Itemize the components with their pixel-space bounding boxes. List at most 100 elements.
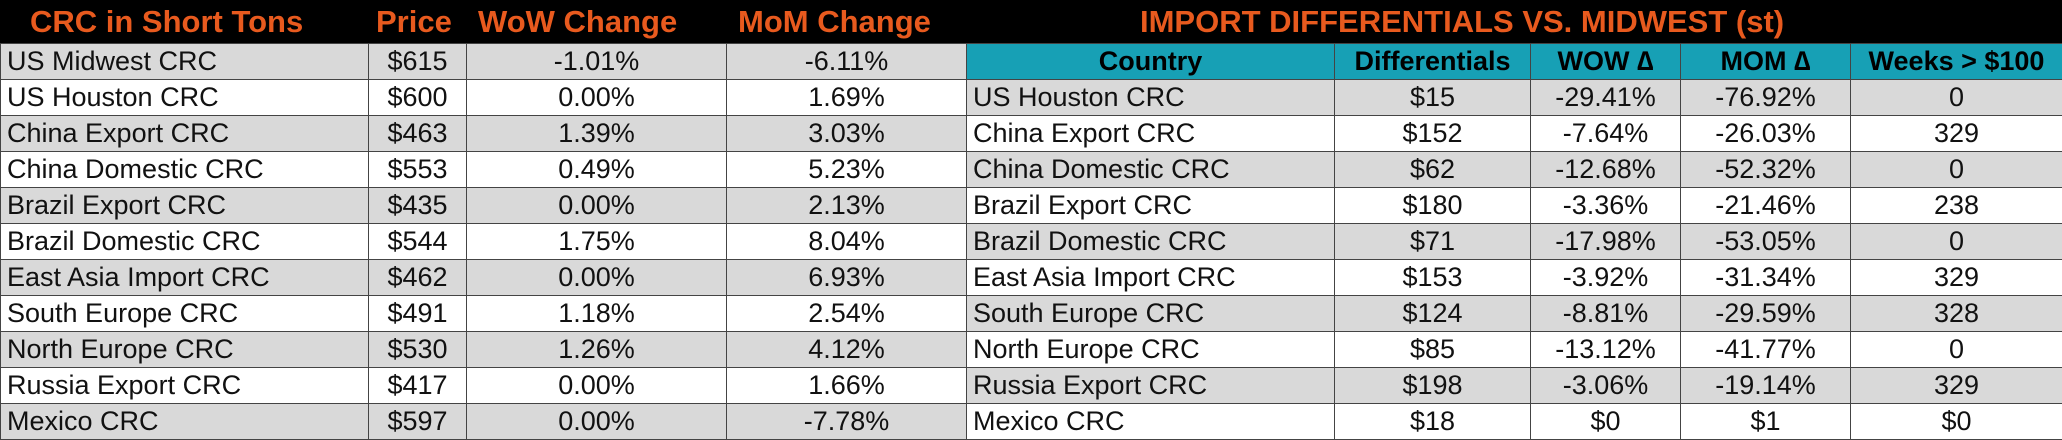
wow-delta-cell: -29.41% (1530, 79, 1681, 116)
country-column-header: Country (966, 43, 1335, 80)
wow-change-cell: 1.39% (466, 115, 727, 152)
differential-cell: $180 (1334, 187, 1531, 224)
product-name-cell: Brazil Export CRC (0, 187, 369, 224)
table-row: China Domestic CRC $553 0.49% 5.23% (0, 151, 967, 188)
product-name-cell: US Houston CRC (0, 79, 369, 116)
table-row: South Europe CRC $491 1.18% 2.54% (0, 295, 967, 332)
price-cell: $462 (368, 259, 467, 296)
mom-change-cell: 6.93% (726, 259, 967, 296)
table-row: North Europe CRC $85 -13.12% -41.77% 0 (966, 331, 2062, 368)
product-name-cell: South Europe CRC (0, 295, 369, 332)
table-row: China Domestic CRC $62 -12.68% -52.32% 0 (966, 151, 2062, 188)
differential-cell: $85 (1334, 331, 1531, 368)
mom-change-cell: 4.12% (726, 331, 967, 368)
mom-change-cell: 1.66% (726, 367, 967, 404)
wow-delta-cell: -17.98% (1530, 223, 1681, 260)
weeks-over-100-column-header: Weeks > $100 (1850, 43, 2062, 80)
product-name-cell: East Asia Import CRC (0, 259, 369, 296)
differential-cell: $124 (1334, 295, 1531, 332)
mom-change-cell: 1.69% (726, 79, 967, 116)
table-row: Brazil Export CRC $180 -3.36% -21.46% 238 (966, 187, 2062, 224)
mom-delta-column-header: MOM ∆ (1680, 43, 1851, 80)
left-table-title: CRC in Short Tons (30, 4, 304, 39)
mom-change-cell: 5.23% (726, 151, 967, 188)
table-row: North Europe CRC $530 1.26% 4.12% (0, 331, 967, 368)
differential-cell: $153 (1334, 259, 1531, 296)
price-cell: $530 (368, 331, 467, 368)
differentials-column-header: Differentials (1334, 43, 1531, 80)
price-cell: $435 (368, 187, 467, 224)
mom-delta-cell: -19.14% (1680, 367, 1851, 404)
country-cell: Mexico CRC (966, 403, 1335, 440)
country-cell: East Asia Import CRC (966, 259, 1335, 296)
country-cell: Russia Export CRC (966, 367, 1335, 404)
mom-change-cell: 2.13% (726, 187, 967, 224)
mom-change-cell: 8.04% (726, 223, 967, 260)
weeks-over-100-cell: 0 (1850, 79, 2062, 116)
wow-change-cell: 0.00% (466, 79, 727, 116)
table-row: China Export CRC $152 -7.64% -26.03% 329 (966, 115, 2062, 152)
wow-delta-cell: -3.06% (1530, 367, 1681, 404)
weeks-over-100-cell: 0 (1850, 223, 2062, 260)
wow-delta-cell: -8.81% (1530, 295, 1681, 332)
weeks-over-100-cell: 0 (1850, 151, 2062, 188)
differential-cell: $71 (1334, 223, 1531, 260)
weeks-over-100-cell: $0 (1850, 403, 2062, 440)
wow-change-cell: 0.00% (466, 367, 727, 404)
wow-delta-column-header: WOW ∆ (1530, 43, 1681, 80)
wow-change-cell: 0.49% (466, 151, 727, 188)
differential-cell: $15 (1334, 79, 1531, 116)
wow-delta-cell: -3.36% (1530, 187, 1681, 224)
wow-delta-cell: -7.64% (1530, 115, 1681, 152)
wow-change-cell: -1.01% (466, 43, 727, 80)
country-cell: North Europe CRC (966, 331, 1335, 368)
price-cell: $553 (368, 151, 467, 188)
table-row: Russia Export CRC $417 0.00% 1.66% (0, 367, 967, 404)
table-row: East Asia Import CRC $462 0.00% 6.93% (0, 259, 967, 296)
wow-change-column-header: WoW Change (478, 4, 678, 39)
price-cell: $491 (368, 295, 467, 332)
country-cell: China Export CRC (966, 115, 1335, 152)
table-row: East Asia Import CRC $153 -3.92% -31.34% 329 (966, 259, 2062, 296)
table-row: US Houston CRC $600 0.00% 1.69% (0, 79, 967, 116)
table-row: Brazil Export CRC $435 0.00% 2.13% (0, 187, 967, 224)
price-cell: $417 (368, 367, 467, 404)
header-band (0, 0, 2062, 43)
weeks-over-100-cell: 238 (1850, 187, 2062, 224)
price-column-header: Price (376, 4, 452, 39)
wow-change-cell: 1.75% (466, 223, 727, 260)
price-cell: $597 (368, 403, 467, 440)
table-row: Brazil Domestic CRC $71 -17.98% -53.05% 0 (966, 223, 2062, 260)
wow-change-cell: 0.00% (466, 403, 727, 440)
table-row: South Europe CRC $124 -8.81% -29.59% 328 (966, 295, 2062, 332)
wow-change-cell: 1.18% (466, 295, 727, 332)
price-cell: $600 (368, 79, 467, 116)
column-header-row: Country Differentials WOW ∆ MOM ∆ Weeks … (966, 43, 2062, 80)
wow-delta-cell: $0 (1530, 403, 1681, 440)
right-table-title: IMPORT DIFFERENTIALS VS. MIDWEST (st) (1140, 4, 1785, 39)
table-row: Russia Export CRC $198 -3.06% -19.14% 329 (966, 367, 2062, 404)
weeks-over-100-cell: 329 (1850, 259, 2062, 296)
mom-change-column-header: MoM Change (738, 4, 931, 39)
crc-price-table: US Midwest CRC $615 -1.01% -6.11% US Houston… (0, 43, 967, 440)
country-cell: South Europe CRC (966, 295, 1335, 332)
table-row: Mexico CRC $597 0.00% -7.78% (0, 403, 967, 440)
mom-delta-cell: -41.77% (1680, 331, 1851, 368)
product-name-cell: China Export CRC (0, 115, 369, 152)
table-row: Mexico CRC $18 $0 $1 $0 (966, 403, 2062, 440)
differential-cell: $198 (1334, 367, 1531, 404)
price-cell: $463 (368, 115, 467, 152)
mom-delta-cell: -76.92% (1680, 79, 1851, 116)
country-cell: US Houston CRC (966, 79, 1335, 116)
mom-change-cell: -6.11% (726, 43, 967, 80)
wow-change-cell: 1.26% (466, 331, 727, 368)
wow-delta-cell: -13.12% (1530, 331, 1681, 368)
weeks-over-100-cell: 329 (1850, 115, 2062, 152)
table-row: US Midwest CRC $615 -1.01% -6.11% (0, 43, 967, 80)
product-name-cell: China Domestic CRC (0, 151, 369, 188)
wow-delta-cell: -12.68% (1530, 151, 1681, 188)
weeks-over-100-cell: 328 (1850, 295, 2062, 332)
product-name-cell: Mexico CRC (0, 403, 369, 440)
import-differentials-table: Country Differentials WOW ∆ MOM ∆ Weeks … (966, 43, 2062, 440)
mom-delta-cell: -31.34% (1680, 259, 1851, 296)
